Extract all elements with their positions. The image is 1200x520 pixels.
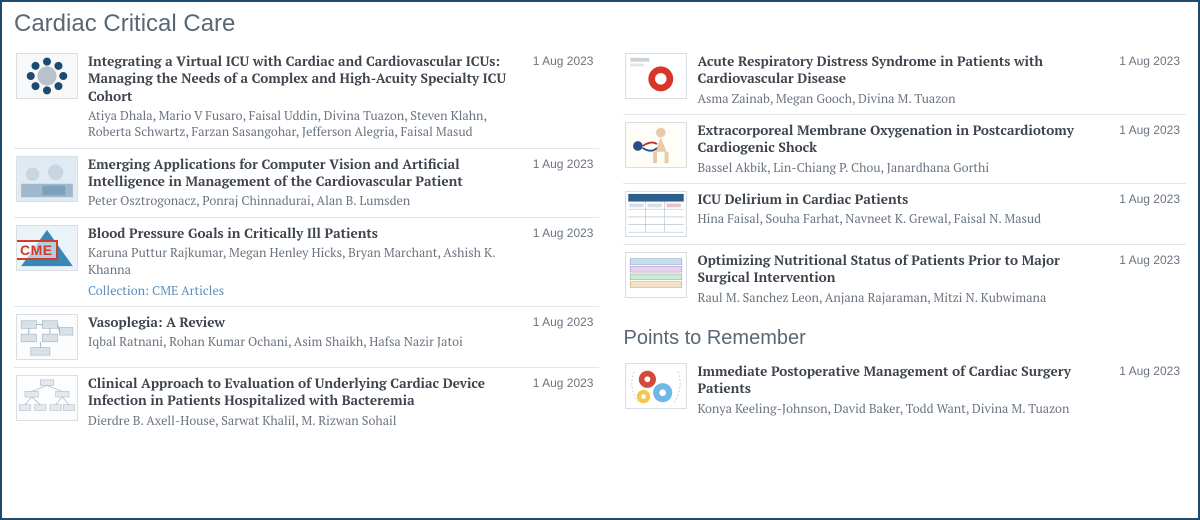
article-date: 1 Aug 2023 — [1110, 363, 1180, 378]
article-date: 1 Aug 2023 — [523, 314, 593, 329]
article-authors: Konya Keeling-Johnson, David Baker, Todd… — [697, 401, 1100, 418]
article-title[interactable]: Blood Pressure Goals in Critically Ill P… — [88, 225, 513, 242]
article-row: Immediate Postoperative Management of Ca… — [623, 356, 1186, 424]
article-row: Extracorporeal Membrane Oxygenation in P… — [623, 115, 1186, 184]
article-row: Vasoplegia: A Review Iqbal Ratnani, Rohan… — [14, 307, 599, 368]
article-authors: Atiya Dhala, Mario V Fusaro, Faisal Uddi… — [88, 108, 513, 141]
article-list-points: Immediate Postoperative Management of Ca… — [623, 356, 1186, 424]
article-meta: ICU Delirium in Cardiac Patients Hina Fai… — [697, 191, 1100, 228]
article-list-right: Acute Respiratory Distress Syndrome in P… — [623, 46, 1186, 313]
article-date: 1 Aug 2023 — [523, 225, 593, 240]
article-collection-link[interactable]: Collection: CME Articles — [88, 282, 513, 299]
article-meta: Acute Respiratory Distress Syndrome in P… — [697, 53, 1100, 107]
article-row: Emerging Applications for Computer Visio… — [14, 149, 599, 218]
article-row: Clinical Approach to Evaluation of Under… — [14, 368, 599, 436]
article-title[interactable]: Immediate Postoperative Management of Ca… — [697, 363, 1100, 398]
article-authors: Bassel Akbik, Lin-Chiang P. Chou, Janard… — [697, 160, 1100, 177]
article-meta: Vasoplegia: A Review Iqbal Ratnani, Rohan… — [88, 314, 513, 351]
article-thumbnail[interactable] — [16, 53, 78, 99]
section-title-main: Cardiac Critical Care — [14, 10, 599, 38]
article-authors: Peter Osztrogonacz, Ponraj Chinnadurai, … — [88, 193, 513, 210]
article-date: 1 Aug 2023 — [523, 375, 593, 390]
article-list-left: Integrating a Virtual ICU with Cardiac a… — [14, 46, 599, 436]
article-row: Acute Respiratory Distress Syndrome in P… — [623, 46, 1186, 115]
article-title[interactable]: Vasoplegia: A Review — [88, 314, 513, 331]
article-thumbnail[interactable] — [625, 191, 687, 237]
article-meta: Optimizing Nutritional Status of Patient… — [697, 252, 1100, 306]
article-authors: Karuna Puttur Rajkumar, Megan Henley Hic… — [88, 245, 513, 278]
section-title-points: Points to Remember — [623, 327, 1186, 350]
article-thumbnail[interactable]: CME — [16, 225, 78, 271]
article-thumbnail[interactable] — [16, 375, 78, 421]
article-meta: Integrating a Virtual ICU with Cardiac a… — [88, 53, 513, 141]
article-title[interactable]: Clinical Approach to Evaluation of Under… — [88, 375, 513, 410]
article-date: 1 Aug 2023 — [1110, 53, 1180, 68]
article-meta: Clinical Approach to Evaluation of Under… — [88, 375, 513, 429]
article-date: 1 Aug 2023 — [523, 53, 593, 68]
article-authors: Hina Faisal, Souha Farhat, Navneet K. Gr… — [697, 211, 1100, 228]
article-date: 1 Aug 2023 — [523, 156, 593, 171]
article-thumbnail[interactable] — [625, 53, 687, 99]
article-authors: Asma Zainab, Megan Gooch, Divina M. Tuaz… — [697, 91, 1100, 108]
article-authors: Raul M. Sanchez Leon, Anjana Rajaraman, … — [697, 290, 1100, 307]
article-row: CME Blood Pressure Goals in Critically Il… — [14, 218, 599, 307]
article-row: Optimizing Nutritional Status of Patient… — [623, 245, 1186, 313]
article-meta: Blood Pressure Goals in Critically Ill P… — [88, 225, 513, 299]
article-title[interactable]: Integrating a Virtual ICU with Cardiac a… — [88, 53, 513, 105]
article-row: Integrating a Virtual ICU with Cardiac a… — [14, 46, 599, 149]
article-title[interactable]: Extracorporeal Membrane Oxygenation in P… — [697, 122, 1100, 157]
article-meta: Emerging Applications for Computer Visio… — [88, 156, 513, 210]
article-title[interactable]: Emerging Applications for Computer Visio… — [88, 156, 513, 191]
article-date: 1 Aug 2023 — [1110, 191, 1180, 206]
article-date: 1 Aug 2023 — [1110, 252, 1180, 267]
article-title[interactable]: Acute Respiratory Distress Syndrome in P… — [697, 53, 1100, 88]
article-thumbnail[interactable] — [16, 314, 78, 360]
article-thumbnail[interactable] — [625, 363, 687, 409]
article-title[interactable]: ICU Delirium in Cardiac Patients — [697, 191, 1100, 208]
cme-badge: CME — [16, 240, 58, 260]
article-title[interactable]: Optimizing Nutritional Status of Patient… — [697, 252, 1100, 287]
article-thumbnail[interactable] — [16, 156, 78, 202]
article-meta: Extracorporeal Membrane Oxygenation in P… — [697, 122, 1100, 176]
article-date: 1 Aug 2023 — [1110, 122, 1180, 137]
article-thumbnail[interactable] — [625, 122, 687, 168]
article-authors: Dierdre B. Axell-House, Sarwat Khalil, M… — [88, 413, 513, 430]
article-thumbnail[interactable] — [625, 252, 687, 298]
article-meta: Immediate Postoperative Management of Ca… — [697, 363, 1100, 417]
article-row: ICU Delirium in Cardiac Patients Hina Fai… — [623, 184, 1186, 245]
article-authors: Iqbal Ratnani, Rohan Kumar Ochani, Asim … — [88, 334, 513, 351]
